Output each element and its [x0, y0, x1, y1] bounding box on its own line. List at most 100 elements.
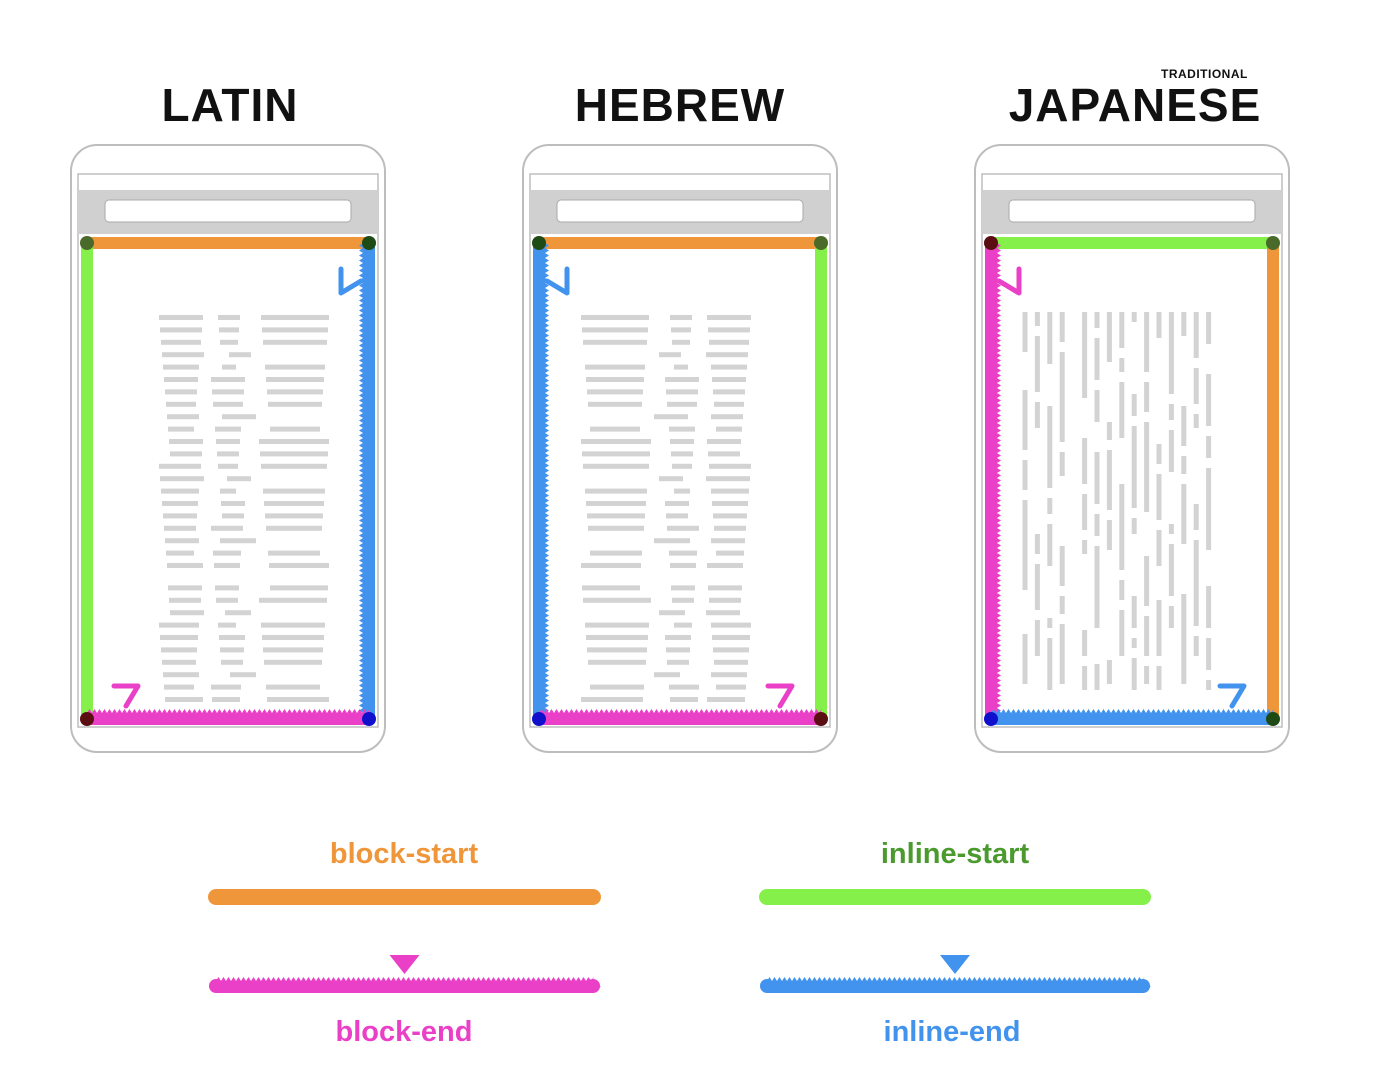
text-line — [665, 635, 691, 640]
text-line — [674, 488, 690, 494]
text-line — [1094, 546, 1100, 628]
text-line — [711, 364, 747, 370]
text-line — [586, 501, 646, 506]
text-line — [227, 476, 251, 482]
text-line — [267, 697, 329, 702]
text-line — [1206, 312, 1212, 344]
text-line — [1119, 580, 1125, 600]
text-line — [582, 327, 648, 333]
block-end-line — [87, 709, 370, 725]
text-line — [583, 339, 647, 345]
text-line — [1131, 638, 1137, 648]
text-line — [1168, 524, 1174, 534]
text-line — [1193, 368, 1199, 404]
text-line — [707, 563, 743, 568]
address-bar — [556, 199, 804, 223]
text-line — [1034, 620, 1040, 656]
corner-dot — [984, 712, 998, 726]
inline-arrow-head — [338, 266, 364, 296]
corner-dot — [814, 712, 828, 726]
text-line — [654, 414, 688, 420]
text-line — [267, 389, 323, 395]
text-line — [1094, 312, 1100, 328]
block-end-line — [539, 709, 822, 725]
text-line — [160, 327, 202, 333]
text-line — [1059, 624, 1065, 684]
text-line — [1144, 616, 1150, 656]
text-line — [1022, 460, 1028, 490]
text-line — [706, 352, 748, 358]
text-line — [659, 610, 685, 616]
text-line — [1106, 520, 1112, 550]
text-line — [1106, 450, 1112, 510]
text-line — [164, 377, 198, 382]
text-line — [218, 315, 240, 320]
text-line — [1119, 610, 1125, 656]
text-line — [269, 563, 329, 568]
text-line — [1181, 406, 1187, 446]
text-line — [1047, 312, 1053, 364]
text-line — [265, 513, 323, 519]
text-line — [1094, 390, 1100, 422]
text-line — [162, 659, 196, 665]
text-line — [220, 488, 236, 494]
text-line — [674, 622, 692, 628]
text-line — [711, 622, 751, 628]
text-line — [1131, 518, 1137, 534]
text-line — [261, 622, 325, 628]
text-line — [264, 659, 322, 665]
text-line — [218, 622, 236, 628]
logical-sides — [984, 236, 1280, 726]
text-line — [1131, 426, 1137, 508]
text-line — [219, 635, 245, 640]
text-line — [1131, 394, 1137, 416]
text-line — [672, 463, 692, 469]
text-line — [266, 525, 322, 531]
text-line — [587, 389, 643, 395]
text-line — [1119, 382, 1125, 438]
text-line — [712, 635, 750, 640]
text-line — [1193, 636, 1199, 656]
text-line — [1082, 630, 1088, 656]
corner-dot — [814, 236, 828, 250]
text-line — [167, 563, 203, 568]
corner-dot — [532, 712, 546, 726]
text-line — [581, 563, 641, 568]
text-line — [1156, 530, 1162, 566]
text-line — [163, 672, 199, 678]
text-line — [1106, 422, 1112, 440]
legend-label-block-end: block-end — [335, 1016, 473, 1048]
text-line — [582, 451, 650, 457]
text-line — [270, 585, 328, 591]
text-line — [1034, 402, 1040, 428]
address-bar — [104, 199, 352, 223]
text-line — [161, 488, 199, 494]
text-line — [1059, 352, 1065, 442]
text-line — [168, 585, 202, 591]
corner-dot — [1266, 236, 1280, 250]
text-line — [706, 476, 750, 482]
block-end-bar-cap — [209, 979, 223, 993]
text-line — [1082, 312, 1088, 398]
text-line — [222, 364, 236, 370]
text-line — [1119, 358, 1125, 372]
text-line — [1193, 414, 1199, 428]
corner-dot — [532, 236, 546, 250]
text-line — [1181, 594, 1187, 684]
text-line — [160, 635, 198, 640]
text-line — [1206, 374, 1212, 426]
text-line — [1144, 666, 1150, 684]
text-line — [588, 659, 646, 665]
text-line — [270, 426, 320, 432]
text-line — [1094, 664, 1100, 690]
text-line — [714, 401, 744, 407]
legend-label-block-start: block-start — [329, 838, 479, 870]
text-line — [711, 672, 747, 678]
text-line — [1206, 468, 1212, 550]
text-line — [713, 389, 745, 395]
text-line — [669, 426, 695, 432]
text-line — [1047, 406, 1053, 488]
inline-end-line — [533, 243, 549, 721]
text-line — [259, 439, 329, 444]
